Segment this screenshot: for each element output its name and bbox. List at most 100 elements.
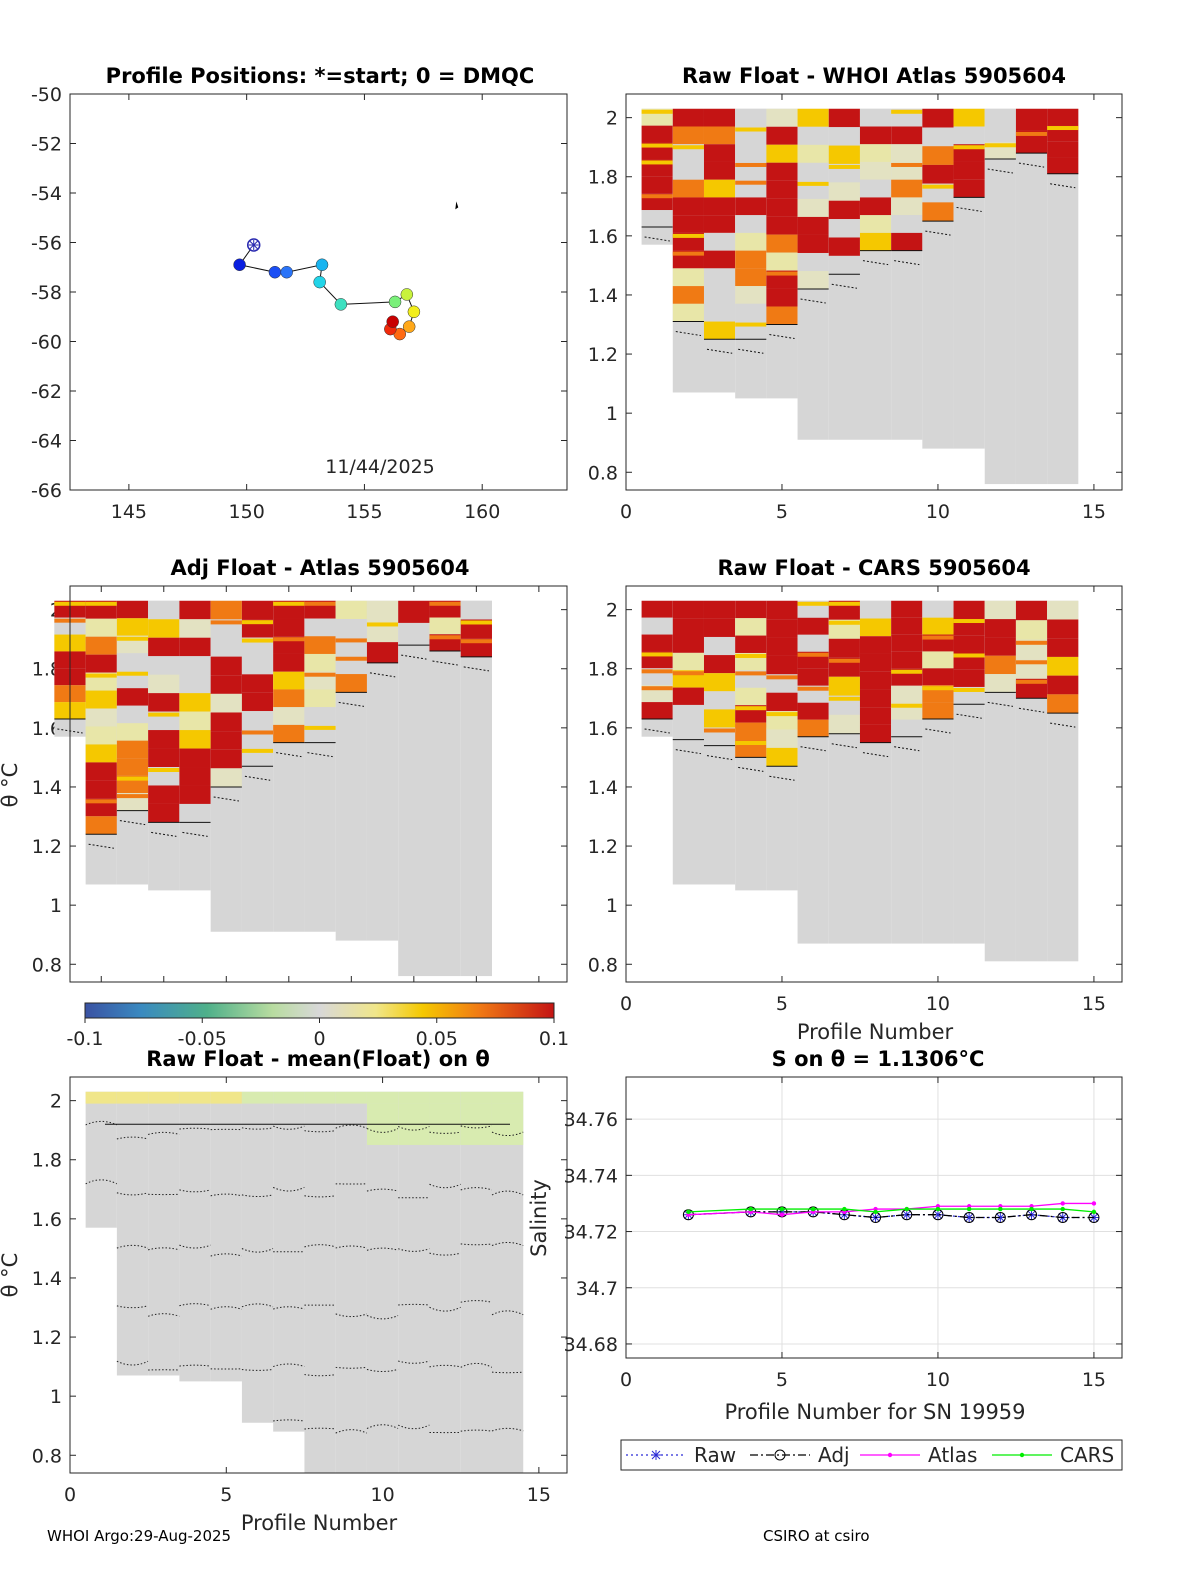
heat-cell [85, 762, 117, 781]
contour-dotted [244, 775, 271, 781]
heat-cell [672, 286, 704, 304]
heat-stripe [1015, 660, 1048, 665]
heat-cell [828, 200, 860, 220]
profile-position-marker [315, 258, 329, 272]
heat-cell [1047, 108, 1079, 126]
heat-cell [116, 723, 149, 741]
heat-stripe [241, 730, 274, 735]
heat-cell [641, 702, 673, 719]
dotted-contour [491, 1371, 524, 1374]
positions-title: Profile Positions: *=start; 0 = DMQC [106, 64, 535, 88]
heat-stripe [828, 658, 860, 663]
heat-cell [85, 636, 117, 655]
dotted-contour [179, 1127, 211, 1130]
data-point-cars [904, 1206, 909, 1212]
dotted-contour [491, 1427, 524, 1432]
heat-stripe [922, 635, 954, 640]
dotted-contour [304, 1244, 336, 1248]
data-point-adj [1057, 1212, 1069, 1223]
heat-cell [828, 182, 860, 201]
heat-cell [148, 785, 180, 804]
contour-dotted [644, 728, 670, 734]
colorbar-tick-label: -0.05 [178, 1028, 227, 1050]
heat-cell [922, 127, 954, 147]
heat-cell [1047, 600, 1079, 620]
heat-cell [797, 162, 829, 181]
x-tick-label: 155 [346, 501, 382, 523]
legend-marker-cars [1019, 1452, 1025, 1458]
dotted-contour [366, 1368, 399, 1373]
heat-cell [859, 232, 892, 251]
heat-stripe [672, 233, 704, 238]
contour-dotted [987, 168, 1014, 174]
heat-stripe [641, 194, 673, 199]
dotted-contour [366, 1188, 399, 1192]
data-point-raw [776, 1206, 787, 1217]
raw-cars-title: Raw Float - CARS 5905604 [717, 556, 1030, 580]
heat-cell [85, 726, 117, 745]
heat-cell [859, 197, 892, 216]
salinity-ylabel: Salinity [527, 1179, 551, 1257]
heat-cell [1015, 600, 1048, 621]
heat-cell [891, 232, 923, 251]
heat-cell [859, 179, 892, 198]
heat-cell [148, 619, 180, 638]
heat-stripe [735, 162, 767, 167]
heat-stripe [116, 794, 149, 799]
heat-cell [641, 176, 673, 194]
heat-stripe [953, 619, 985, 624]
heat-column [273, 1091, 305, 1432]
heat-cell [766, 252, 798, 271]
heat-cell [672, 215, 704, 233]
dotted-contour [335, 1366, 368, 1369]
raw-mean-axes-box [69, 1076, 568, 1474]
contour-dotted [1050, 183, 1076, 189]
contour-dotted [831, 283, 858, 289]
heat-cell [953, 108, 985, 127]
dotted-contour [273, 1363, 305, 1367]
dotted-contour [210, 1306, 243, 1310]
heat-cell [766, 108, 798, 127]
mean-top-band [491, 1091, 524, 1104]
heat-cell [429, 617, 461, 635]
x-tick-label: 0 [620, 501, 632, 523]
y-tick-label: 2 [606, 108, 618, 130]
heat-cell [828, 127, 860, 146]
y-tick-label: -58 [31, 282, 62, 304]
y-tick-label: -50 [31, 84, 62, 106]
heat-cell [366, 621, 399, 643]
heat-cell [891, 685, 923, 703]
panel-raw-mean: Raw Float - mean(Float) on θ θ °C Profil… [0, 1047, 568, 1535]
heat-cell [891, 215, 923, 233]
heat-cell [210, 768, 242, 787]
salinity-axes-box [625, 1076, 1123, 1359]
heat-stripe [797, 652, 829, 657]
heat-cell [273, 689, 305, 708]
heat-cell [984, 637, 1016, 656]
y-tick-label: 34.7 [576, 1278, 618, 1300]
dotted-contour [304, 1130, 336, 1133]
footer-left: WHOI Argo:29-Aug-2025 [47, 1527, 232, 1545]
heat-cell [398, 622, 430, 646]
heat-cell [703, 161, 736, 180]
heat-cell [116, 618, 149, 636]
heat-column [85, 1091, 117, 1228]
heat-column [241, 1091, 274, 1423]
contour-dotted [675, 749, 702, 755]
heat-cell [148, 656, 180, 675]
heat-cell [797, 198, 829, 217]
heat-cell [148, 674, 180, 694]
x-tick-label: 145 [111, 501, 147, 523]
profile-position-marker [280, 265, 293, 279]
x-tick-label: 15 [1082, 993, 1106, 1015]
heat-cell [148, 730, 180, 749]
heat-stripe [953, 145, 985, 150]
y-tick-label: -64 [31, 431, 62, 453]
x-tick-label: 15 [1082, 1369, 1106, 1391]
heat-column [304, 1091, 336, 1473]
heat-stripe [891, 703, 923, 708]
heat-cell [984, 655, 1016, 675]
heat-stripe [304, 725, 336, 730]
y-tick-label: 34.76 [564, 1109, 618, 1131]
heat-cell [210, 656, 242, 676]
